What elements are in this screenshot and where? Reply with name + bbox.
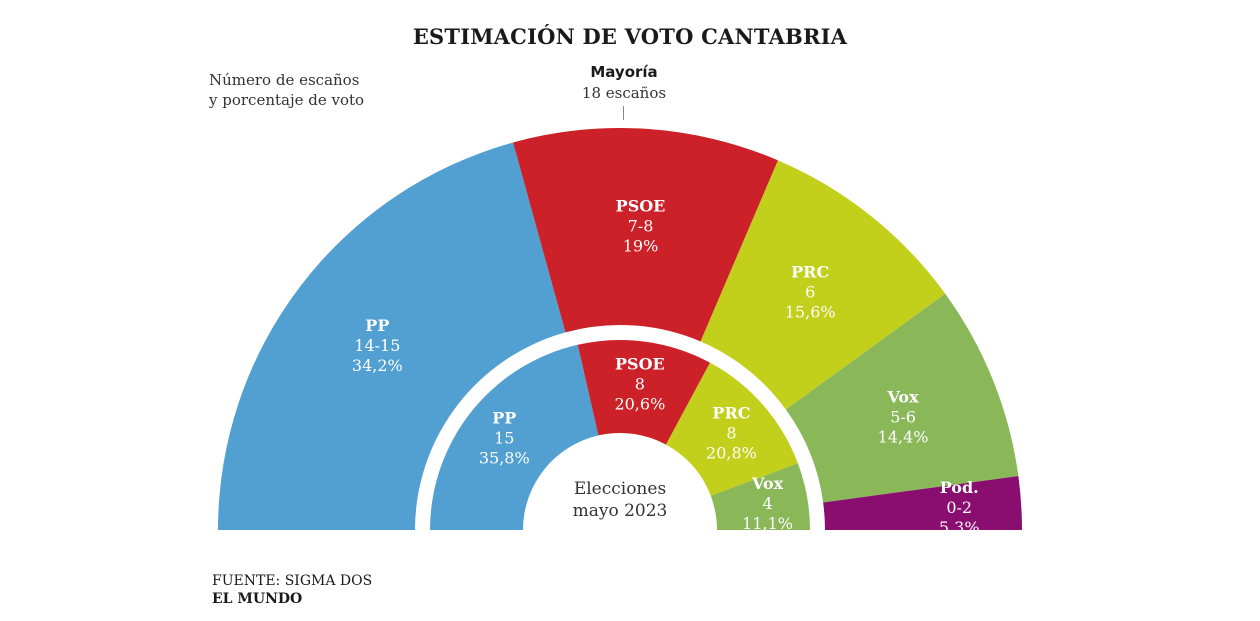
outer-ring bbox=[218, 128, 1022, 530]
outer-label-psoe-vote: 19% bbox=[623, 237, 659, 256]
source-note: FUENTE: SIGMA DOS bbox=[212, 573, 373, 589]
inner-label-prc-vote: 20,8% bbox=[706, 444, 757, 463]
inner-label-pp-party: PP bbox=[492, 409, 516, 428]
outer-label-pp-vote: 34,2% bbox=[352, 356, 403, 375]
majority-annotation: Mayoría 18 escaños bbox=[540, 62, 708, 104]
slice-labels: PP14-1534,2%PSOE7-819%PRC615,6%Vox5-614,… bbox=[352, 197, 980, 537]
chart-subtitle: Número de escaños y porcentaje de voto bbox=[209, 70, 364, 110]
inner-label-psoe-vote: 20,6% bbox=[614, 394, 665, 413]
inner-label-pp-seats: 15 bbox=[494, 429, 514, 448]
outer-label-prc-vote: 15,6% bbox=[785, 303, 836, 322]
outer-label-pod-vote: 5,3% bbox=[939, 518, 980, 537]
inner-label-pp-vote: 35,8% bbox=[479, 449, 530, 468]
outer-label-psoe-seats: 7-8 bbox=[628, 217, 654, 236]
inner-label-prc-party: PRC bbox=[712, 404, 750, 423]
outer-slice-pod bbox=[823, 476, 1022, 530]
inner-slice-prc bbox=[665, 362, 798, 496]
center-label-line-1: Elecciones bbox=[573, 479, 667, 499]
outer-label-prc-party: PRC bbox=[791, 263, 829, 282]
outer-slice-psoe bbox=[513, 128, 778, 342]
inner-slice-vox bbox=[710, 463, 810, 530]
inner-label-vox-vote: 11,1% bbox=[742, 514, 793, 533]
outer-label-pp-party: PP bbox=[365, 316, 389, 335]
outer-slice-pp bbox=[218, 142, 566, 530]
inner-slice-pp bbox=[430, 344, 599, 530]
subtitle-line-1: Número de escaños bbox=[209, 71, 360, 89]
center-label: Elecciones mayo 2023 bbox=[540, 478, 700, 522]
inner-label-psoe-party: PSOE bbox=[615, 354, 665, 373]
chart-title: ESTIMACIÓN DE VOTO CANTABRIA bbox=[412, 24, 848, 49]
footer: FUENTE: SIGMA DOS EL MUNDO bbox=[212, 572, 372, 608]
majority-line bbox=[623, 106, 624, 120]
inner-label-psoe-seats: 8 bbox=[635, 374, 645, 393]
majority-seats: 18 escaños bbox=[581, 84, 667, 102]
outer-label-pod-seats: 0-2 bbox=[946, 498, 972, 517]
inner-ring bbox=[430, 340, 810, 530]
inner-label-vox-party: Vox bbox=[751, 474, 784, 493]
brand-logo: EL MUNDO bbox=[212, 591, 303, 607]
majority-label: Mayoría bbox=[590, 63, 658, 81]
outer-label-vox-vote: 14,4% bbox=[878, 427, 929, 446]
outer-label-pod-party: Pod. bbox=[940, 478, 979, 497]
outer-slice-vox bbox=[785, 293, 1019, 503]
outer-label-pp-seats: 14-15 bbox=[354, 336, 400, 355]
subtitle-line-2: y porcentaje de voto bbox=[209, 91, 365, 109]
inner-label-vox-seats: 4 bbox=[762, 494, 772, 513]
outer-label-prc-seats: 6 bbox=[805, 283, 815, 302]
outer-label-vox-party: Vox bbox=[886, 387, 919, 406]
inner-label-prc-seats: 8 bbox=[726, 424, 736, 443]
outer-label-vox-seats: 5-6 bbox=[890, 407, 916, 426]
outer-slice-prc bbox=[700, 160, 946, 410]
inner-slice-psoe bbox=[577, 340, 711, 445]
center-label-line-2: mayo 2023 bbox=[572, 501, 668, 521]
outer-label-psoe-party: PSOE bbox=[616, 197, 666, 216]
